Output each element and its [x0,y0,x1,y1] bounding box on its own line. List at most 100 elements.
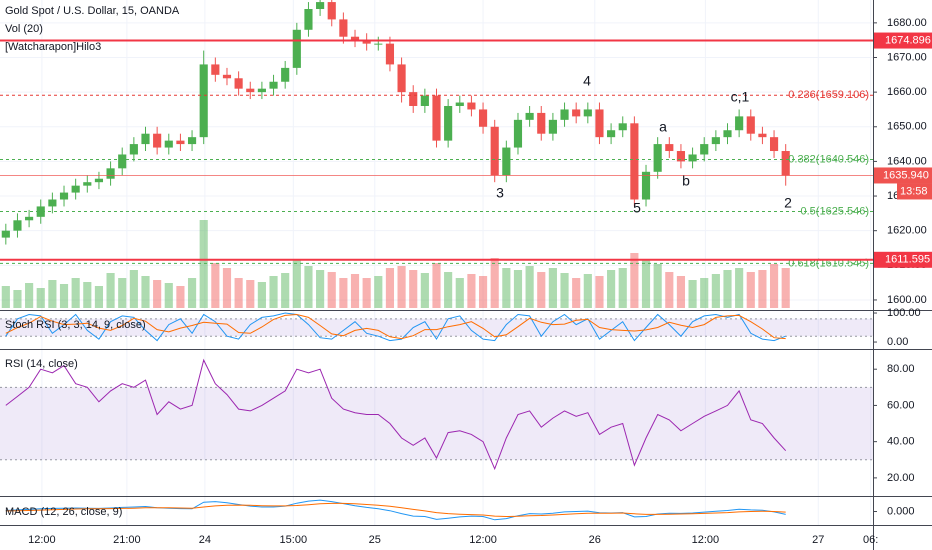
candle-body [246,88,255,93]
candle-body [36,206,45,217]
wave-label: 5 [633,200,641,216]
candle-body [676,151,686,162]
volume-bar [281,273,290,308]
volume-bar [385,268,395,308]
candle-body [781,151,790,176]
volume-bar [71,278,80,308]
volume-bar [758,270,767,308]
volume-bar [467,274,476,308]
volume-bar [222,268,232,308]
fib-label: 0.382(1640.546) [788,153,869,165]
volume-bar [1,286,10,308]
price-badge [874,251,932,268]
candle-body [362,40,371,44]
candle-body [583,109,592,117]
volume-bar [735,268,744,308]
candle-body [746,116,755,134]
volume-bar [362,278,371,308]
volume-bar [548,268,557,308]
candle-body [525,112,534,120]
countdown-label: 13:58 [900,185,928,197]
volume-bar [502,268,511,308]
x-tick-label: 26 [589,534,601,546]
candle-body [222,74,232,79]
volume-bar [513,270,523,308]
candle-body [455,102,464,106]
pane-title: RSI (14, close) [5,358,78,370]
wave-label: c,1 [731,89,750,105]
candle-body [665,144,674,152]
candle-body [432,95,441,141]
candle-body [653,144,662,172]
countdown-badge [897,183,932,200]
y-tick-label: 40.00 [887,436,915,448]
indicator-line [5,312,786,342]
volume-bar [665,272,674,308]
x-tick-label: 21:00 [113,534,141,546]
volume-bar [478,276,488,308]
indicator-line [5,502,786,518]
volume-bar [595,276,604,308]
volume-bar [723,270,732,308]
candle-body [269,81,278,89]
volume-bar [374,276,383,308]
volume-bar [397,266,406,308]
candle-body [513,119,523,148]
volume-bar [653,264,662,308]
volume-bar [432,263,441,308]
volume-bar [688,280,697,308]
candle-body [304,9,313,30]
y-tick-label: 1640.00 [887,155,927,167]
volume-bar [118,278,127,308]
volume-bar [153,280,162,308]
candle-body [199,64,208,138]
candle-body [292,29,301,68]
candle-body [153,133,162,148]
volume-bar [607,270,616,308]
pane-title: MACD (12, 26, close, 9) [5,506,122,518]
volume-bar [25,283,34,308]
candle-body [537,112,546,134]
y-tick-label: 80.00 [887,363,915,375]
candle-body [83,182,92,186]
candle-body [94,178,104,183]
indicator-line [5,499,786,521]
candle-body [118,154,127,169]
volume-bar [234,278,243,308]
candle-body [420,95,429,106]
volume-bar [199,220,208,308]
candle-body [490,126,499,176]
volume-bar [304,266,313,308]
volume-bar [48,280,57,308]
candle-body [723,130,732,138]
volume-bar [444,272,453,308]
candle-body [374,43,383,45]
candle-body [688,154,697,162]
candle-body [257,88,266,93]
volume-bar [630,253,639,308]
volume-bar [641,260,651,308]
volume-bar [292,260,301,308]
y-tick-label: 1620.00 [887,225,927,237]
volume-bar [106,273,115,308]
price-badge-label: 1635.940 [883,169,929,181]
candle-body [234,78,243,89]
candle-body [641,171,651,200]
candle-body [478,109,488,127]
candle-body [502,147,511,176]
legend: Gold Spot / U.S. Dollar, 15, OANDA Vol (… [5,5,180,518]
volume-bar [781,268,790,308]
volume-bar [525,266,534,308]
volume-bar [59,284,69,308]
indicator-label: Vol (20) [5,23,43,35]
volume-bar [13,290,22,308]
volume-bar [94,286,104,308]
wave-label: a [659,119,667,135]
candle-body [211,64,220,75]
candle-body [327,2,336,20]
candle-body [48,199,57,207]
candle-body [59,192,69,200]
price-badge [874,167,932,184]
